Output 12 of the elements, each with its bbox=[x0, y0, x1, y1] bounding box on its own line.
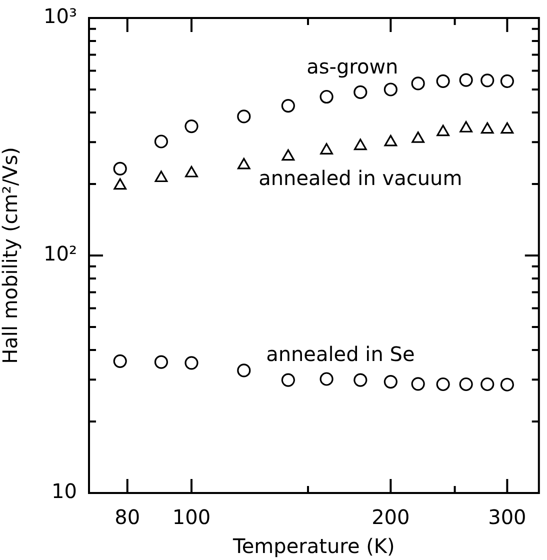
y-axis-title: Hall mobility (cm²/Vs) bbox=[0, 147, 22, 364]
x-axis-title: Temperature (K) bbox=[232, 534, 395, 558]
series-label: annealed in Se bbox=[266, 342, 415, 366]
y-tick-label: 10³ bbox=[44, 4, 77, 28]
x-tick-label: 80 bbox=[114, 505, 140, 530]
legend-label: as-grown bbox=[306, 54, 398, 78]
y-tick-label: 10² bbox=[44, 242, 77, 266]
series-label: annealed in vacuum bbox=[258, 166, 462, 190]
x-tick-label: 300 bbox=[488, 505, 526, 530]
x-tick-label: 200 bbox=[372, 505, 410, 530]
x-tick-label: 100 bbox=[172, 505, 211, 530]
y-tick-label: 10 bbox=[52, 479, 77, 504]
